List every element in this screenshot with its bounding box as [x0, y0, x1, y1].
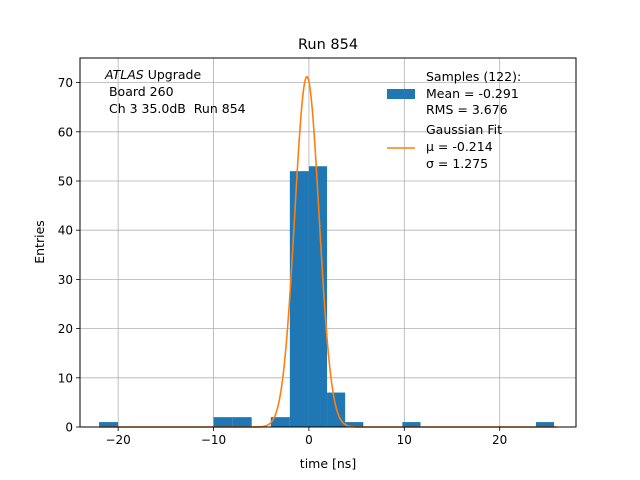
legend-samples-line-3: RMS = 3.676 [426, 102, 508, 117]
run-annotation: ATLAS Upgrade Board 260 Ch 3 35.0dB Run … [104, 67, 246, 116]
y-axis-ticks: 0 10 20 30 40 50 60 70 [58, 76, 80, 435]
y-tick-label: 10 [58, 371, 73, 385]
histogram-bar [213, 417, 233, 427]
experiment-name: ATLAS [104, 67, 144, 82]
histogram-bar [232, 417, 252, 427]
y-tick-label: 60 [58, 125, 73, 139]
x-tick-label: 0 [305, 433, 313, 447]
x-axis-ticks: −20 −10 0 10 20 [105, 427, 507, 447]
plot-frame [79, 57, 577, 428]
histogram-bar [270, 417, 290, 427]
legend-fit-line-3: σ = 1.275 [426, 156, 488, 171]
x-axis-label: time [ns] [300, 456, 356, 471]
chart-title: Run 854 [298, 37, 358, 53]
histogram-bars [99, 166, 555, 428]
experiment-suffix: Upgrade [144, 67, 202, 82]
x-tick-label: −10 [201, 433, 226, 447]
legend-fit-line-2: μ = -0.214 [426, 139, 493, 154]
y-tick-label: 0 [65, 421, 73, 435]
histogram-bar [99, 422, 119, 427]
y-tick-label: 30 [58, 273, 73, 287]
histogram-bar [535, 422, 555, 427]
histogram-bar [308, 166, 328, 428]
y-tick-label: 20 [58, 322, 73, 336]
x-tick-label: −20 [105, 433, 130, 447]
legend-samples-line-2: Mean = -0.291 [426, 86, 519, 101]
x-tick-label: 20 [492, 433, 507, 447]
y-tick-label: 70 [58, 76, 73, 90]
y-axis-label: Entries [32, 220, 47, 264]
y-tick-label: 40 [58, 224, 73, 238]
annotation-line-1: ATLAS Upgrade [104, 67, 201, 82]
annotation-line-2: Board 260 [105, 84, 174, 99]
histogram-bar [289, 171, 309, 427]
legend-samples-swatch [387, 89, 415, 99]
histogram-bar [402, 422, 421, 427]
histogram-bar [345, 422, 364, 427]
annotation-line-3: Ch 3 35.0dB Run 854 [105, 101, 246, 116]
legend-samples-line-1: Samples (122): [426, 69, 521, 84]
legend: Samples (122): Mean = -0.291 RMS = 3.676… [387, 69, 521, 171]
y-tick-label: 50 [58, 175, 73, 189]
x-tick-label: 10 [397, 433, 412, 447]
legend-fit-line-1: Gaussian Fit [426, 122, 502, 137]
